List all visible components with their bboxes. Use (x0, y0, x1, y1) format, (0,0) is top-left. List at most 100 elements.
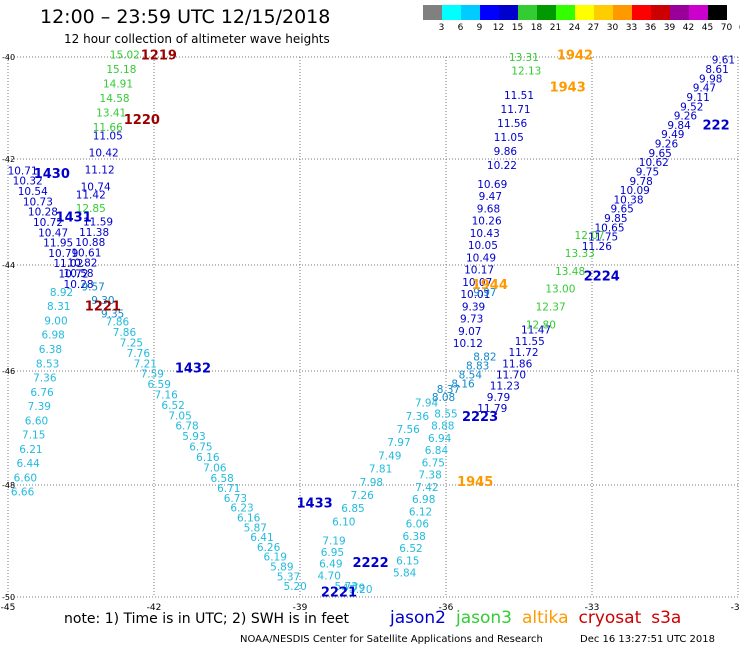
legend-altika: altika (522, 608, 569, 628)
swh-value: 9.30 (91, 295, 114, 307)
swh-value: 6.23 (230, 503, 253, 515)
swh-value: 9.65 (610, 204, 633, 216)
pass-time-label: 1431 (56, 210, 92, 225)
swh-value: 10.07 (462, 277, 492, 289)
swh-value: 5.20 (349, 584, 372, 596)
swh-value: 6.26 (257, 542, 281, 554)
swh-value: 9.84 (667, 120, 691, 132)
swh-value: 13.31 (509, 52, 539, 64)
swh-value: 7.98 (360, 477, 383, 489)
scale-label: 6 (457, 23, 464, 33)
swh-value: 6.15 (396, 555, 419, 567)
scale-label: 45 (701, 23, 714, 33)
swh-value: 15.02 (110, 49, 140, 61)
swh-value: 4.70 (318, 570, 341, 582)
swh-value: 9.86 (494, 146, 518, 158)
scale-label: 15 (511, 23, 524, 33)
swh-value: 7.36 (406, 411, 430, 423)
swh-value: 6.75 (422, 457, 445, 469)
swh-value: 6.06 (406, 519, 430, 531)
pass-time-label: 1943 (550, 81, 586, 96)
legend-s3a: s3a (651, 608, 682, 628)
swh-value: 7.38 (418, 470, 441, 482)
swh-value: 8.31 (47, 301, 70, 313)
swh-value: 5.20 (283, 581, 306, 593)
footer-note: note: 1) Time is in UTC; 2) SWH is in fe… (64, 611, 350, 627)
swh-value: 9.26 (674, 111, 698, 123)
page-title: 12:00 – 23:59 UTC 12/15/2018 (40, 6, 331, 28)
swh-value: 11.70 (496, 369, 526, 381)
pass-time-label: 1221 (85, 299, 121, 314)
scale-swatch (556, 5, 575, 20)
pass-time-label: 2221 (321, 586, 357, 601)
scale-swatch (537, 5, 556, 20)
swh-value: 11.72 (508, 347, 538, 359)
swh-value: 9.00 (44, 315, 67, 327)
page-subtitle: 12 hour collection of altimeter wave hei… (64, 32, 330, 46)
pass-time-label: 2223 (462, 410, 498, 425)
scale-swatch (518, 5, 537, 20)
scale-swatch (423, 5, 442, 20)
swh-value: 7.05 (168, 410, 191, 422)
swh-value: 6.60 (25, 415, 48, 427)
swh-value: 6.71 (217, 483, 240, 495)
swh-value: 10.28 (28, 207, 58, 219)
swh-value: 8.82 (473, 352, 496, 364)
swh-value: 11.26 (582, 241, 612, 253)
scale-swatch (442, 5, 461, 20)
swh-value: 11.55 (515, 336, 545, 348)
swh-value: 6.98 (41, 330, 64, 342)
swh-value: 9.35 (101, 309, 124, 321)
swh-value: 7.36 (33, 373, 57, 385)
swh-value: 11.05 (93, 130, 123, 142)
swh-value: 9.97 (473, 287, 496, 299)
pass-time-label: 1220 (124, 113, 160, 128)
swh-value: 8.16 (451, 379, 475, 391)
pass-time-label: 1430 (34, 167, 70, 182)
swh-value: 8.54 (459, 370, 483, 382)
swh-value: 7.76 (127, 348, 151, 360)
swh-value: 11.75 (588, 232, 618, 244)
lon-tick-label: -42 (147, 603, 162, 613)
swh-value: 5.84 (393, 568, 417, 580)
pass-time-label: 1942 (557, 48, 593, 63)
generated-timestamp: Dec 16 13:27:51 UTC 2018 (580, 634, 715, 645)
swh-value: 14.91 (103, 78, 133, 90)
swh-value: 6.66 (11, 487, 35, 499)
swh-value: 6.75 (189, 442, 212, 454)
swh-value: 11.12 (85, 165, 115, 177)
legend-jason3: jason3 (456, 608, 512, 628)
swh-value: 8.55 (434, 408, 457, 420)
swh-value: 10.61 (71, 247, 101, 259)
scale-label: 42 (682, 23, 695, 33)
swh-value: 8.83 (466, 361, 489, 373)
swh-value: 10.88 (75, 237, 105, 249)
swh-value: 10.79 (48, 248, 78, 260)
scale-swatch (480, 5, 499, 20)
swh-value: 6.38 (39, 344, 62, 356)
swh-value: 7.39 (28, 401, 51, 413)
lon-tick-label: -30 (731, 603, 740, 613)
swh-value: 9.57 (81, 282, 104, 294)
swh-value: 8.92 (50, 287, 73, 299)
swh-value: 6.41 (250, 532, 273, 544)
swh-value: 12.37 (536, 301, 566, 313)
swh-value: 9.98 (699, 73, 722, 85)
swh-value: 7.42 (415, 482, 438, 494)
swh-value: 10.71 (8, 165, 38, 177)
scale-label: 30 (606, 23, 619, 33)
swh-value: 10.05 (468, 240, 498, 252)
swh-value: 12.85 (76, 203, 106, 215)
swh-value: 9.75 (636, 166, 659, 178)
swh-value: 9.07 (458, 326, 481, 338)
swh-value: 11.66 (93, 122, 123, 134)
swh-value: 11.23 (490, 381, 520, 393)
pass-time-label: 1944 (472, 278, 508, 293)
swh-value: 11.95 (43, 238, 73, 250)
swh-value: 6.95 (321, 547, 344, 559)
swh-value: 6.59 (148, 379, 171, 391)
scale-label: 21 (549, 23, 562, 33)
swh-value: 8.88 (431, 421, 454, 433)
swh-value: 14.58 (100, 93, 130, 105)
swh-value: 10.43 (470, 228, 500, 240)
